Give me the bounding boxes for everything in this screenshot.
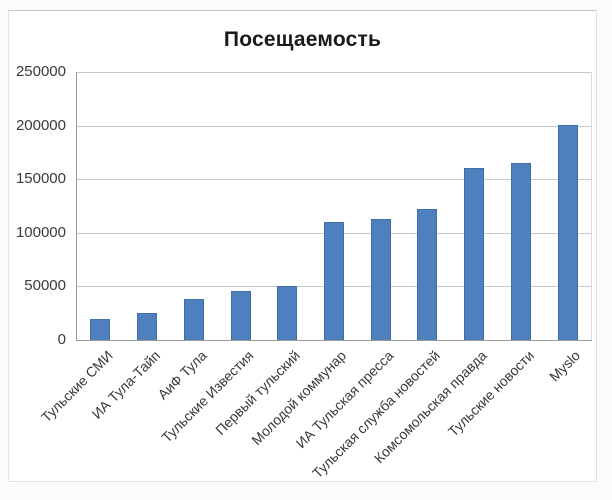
bar [464, 168, 485, 340]
y-tick-label: 200000 [15, 116, 66, 134]
gridline [77, 72, 591, 73]
bar [230, 291, 251, 340]
x-category-label: Первый тульский [212, 347, 303, 439]
bar [137, 313, 158, 340]
chart-area: Посещаемость 0 50000 100000 150000 200000 250… [8, 10, 597, 482]
chart-title: Посещаемость [223, 28, 382, 51]
bar [277, 286, 298, 340]
bar [557, 124, 578, 340]
y-tick-label: 150000 [15, 170, 66, 188]
gridline [77, 126, 591, 127]
bar [183, 298, 204, 340]
bar [417, 208, 438, 340]
y-tick-label: 0 [57, 331, 66, 348]
x-category-label: Тульские новости [444, 347, 537, 440]
gridline [77, 179, 591, 180]
x-category-label: Myslo [546, 347, 584, 385]
plot-area [76, 72, 592, 341]
bar [370, 219, 391, 340]
bar [90, 319, 111, 340]
y-tick-label: 250000 [15, 63, 66, 80]
y-tick-label: 50000 [24, 277, 66, 295]
y-tick-label: 100000 [15, 223, 66, 241]
bar [324, 222, 344, 340]
bar [510, 162, 531, 340]
